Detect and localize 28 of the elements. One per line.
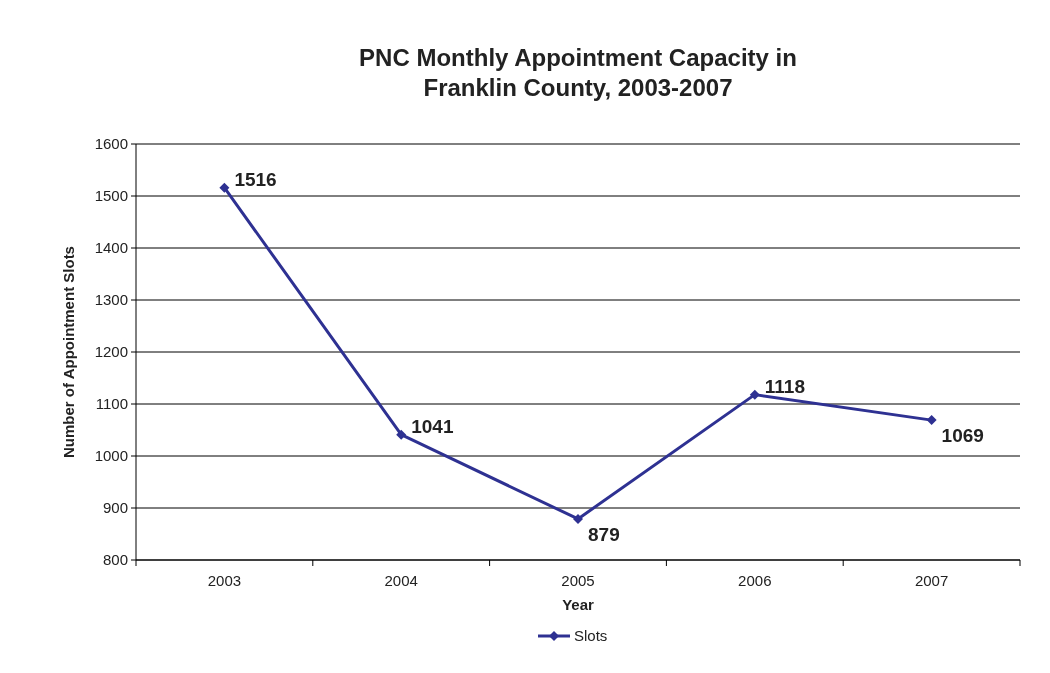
y-tick-label: 1300: [94, 291, 128, 309]
data-label: 1041: [411, 415, 454, 437]
x-axis-title: Year: [562, 596, 595, 613]
y-tick-label: 1100: [95, 395, 128, 413]
point: [219, 182, 230, 193]
y-tick-label: 800: [102, 551, 128, 569]
data-label: 879: [588, 523, 620, 545]
data-label: 1118: [764, 375, 805, 397]
data-label: 1516: [234, 168, 277, 190]
y-axis-title: Number of Appointment Slots: [60, 246, 77, 458]
x-tick-label: 2004: [384, 572, 418, 589]
point: [749, 389, 760, 400]
y-tick-label: 1600: [94, 135, 128, 153]
point: [573, 513, 583, 524]
y-tick-label: 1400: [94, 239, 128, 257]
data-label: 1069: [941, 425, 984, 447]
x-tick-label: 2007: [914, 572, 949, 589]
chart-title: PNC Monthly Appointment Capacity in Franklin County, 2003-2007: [359, 44, 797, 101]
legend-label: Slots: [574, 627, 608, 645]
x-tick-label: 2003: [207, 572, 242, 589]
y-tick-label: 1000: [94, 447, 128, 465]
point: [396, 429, 407, 440]
x-tick-label: 2006: [738, 572, 772, 589]
y-tick-label: 1200: [94, 343, 128, 361]
point: [926, 415, 937, 426]
y-tick-label: 1500: [94, 187, 128, 205]
x-tick-label: 2005: [561, 572, 595, 589]
y-tick-label: 900: [102, 499, 128, 517]
